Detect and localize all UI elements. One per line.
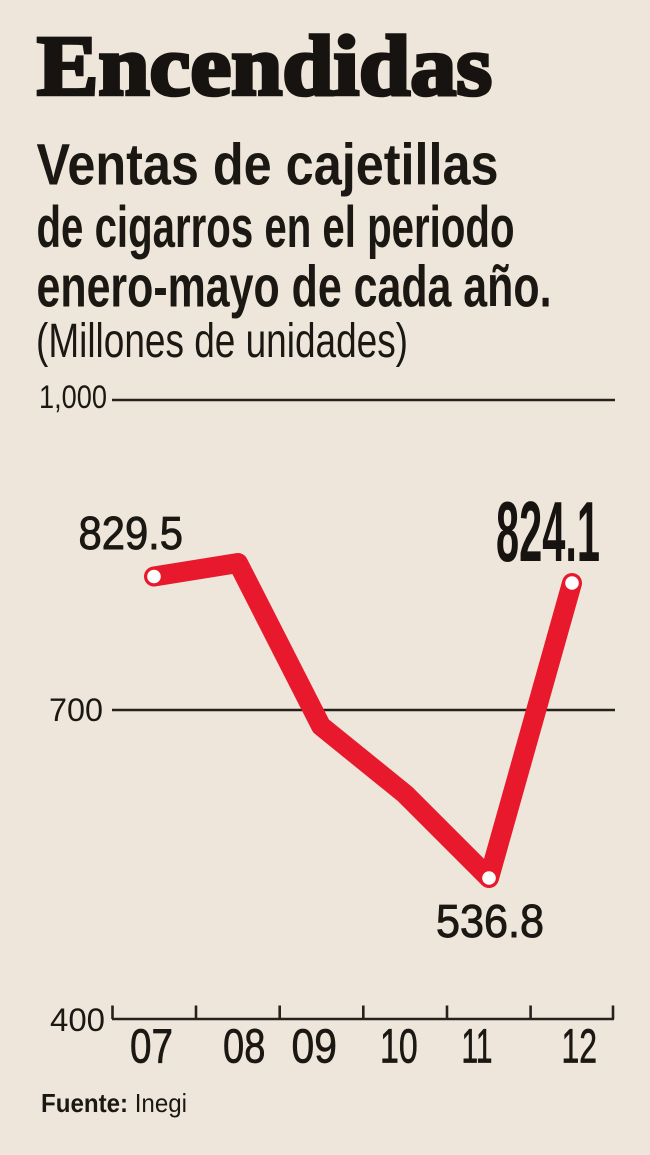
- svg-text:09: 09: [292, 1021, 338, 1074]
- svg-text:829.5: 829.5: [79, 507, 184, 559]
- svg-text:Fuente: Inegi: Fuente: Inegi: [41, 1088, 187, 1118]
- svg-text:11: 11: [462, 1021, 493, 1074]
- svg-text:1,000: 1,000: [39, 379, 107, 415]
- svg-text:Encendidas: Encendidas: [37, 18, 492, 114]
- svg-text:(Millones de unidades): (Millones de unidades): [36, 315, 408, 368]
- svg-text:07: 07: [130, 1021, 173, 1074]
- svg-text:Ventas de cajetillas: Ventas de cajetillas: [37, 133, 499, 198]
- svg-text:10: 10: [380, 1021, 418, 1074]
- svg-text:enero-mayo de cada año.: enero-mayo de cada año.: [37, 255, 552, 320]
- svg-text:400: 400: [50, 1002, 105, 1038]
- svg-text:08: 08: [223, 1021, 265, 1074]
- svg-text:824.1: 824.1: [496, 485, 600, 580]
- svg-text:de cigarros en el periodo: de cigarros en el periodo: [37, 195, 515, 260]
- svg-text:700: 700: [49, 692, 103, 728]
- svg-text:12: 12: [562, 1021, 598, 1074]
- svg-text:536.8: 536.8: [436, 895, 544, 947]
